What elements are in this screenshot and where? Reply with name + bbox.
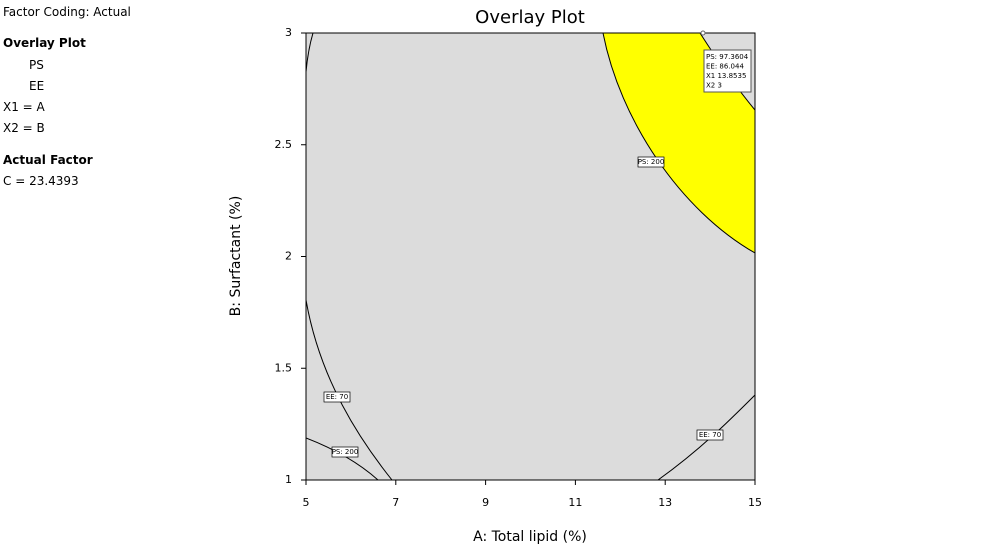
- contour-label-box: [331, 446, 359, 458]
- response: PS: [29, 57, 44, 72]
- contour-label: PS: 200: [332, 448, 359, 456]
- y-tick-label: 2.5: [275, 138, 293, 151]
- x-tick-label: 5: [303, 496, 310, 509]
- flag-box: [703, 49, 752, 93]
- contour-label: EE: 70: [326, 393, 348, 401]
- contour-label-box: [696, 429, 724, 441]
- contour: [306, 299, 393, 480]
- chart-title: Overlay Plot: [475, 7, 585, 28]
- axis-map: X2 = B: [3, 121, 45, 136]
- y-tick-label: 2: [285, 250, 292, 263]
- x-axis-label: A: Total lipid (%): [473, 529, 587, 545]
- factor: C = 23.4393: [3, 174, 79, 189]
- response: EE: [29, 78, 45, 93]
- flag-point: [700, 30, 706, 36]
- contour-label-box: [637, 156, 665, 168]
- x-tick-label: 15: [748, 496, 762, 509]
- contour-label-box: [323, 391, 351, 403]
- contour-label: EE: 70: [699, 431, 721, 439]
- flag-text: PS: 97.3604: [706, 53, 749, 61]
- y-axis-label: B: Surfactant (%): [228, 196, 244, 317]
- x-tick-label: 7: [392, 496, 399, 509]
- coding: Factor Coding: Actual: [3, 5, 131, 19]
- flag-text: X1 13.8535: [706, 72, 746, 80]
- axis-map: X1 = A: [3, 100, 45, 115]
- x-tick-label: 13: [658, 496, 672, 509]
- y-tick-label: 3: [285, 26, 292, 39]
- contour-label: PS: 200: [638, 158, 665, 166]
- side-panel: Factor Coding: Actual Overlay Plot PS EE…: [3, 4, 131, 194]
- x-tick-label: 11: [568, 496, 582, 509]
- flag-text: X2 3: [706, 82, 722, 90]
- panel-heading: Overlay Plot: [3, 36, 86, 51]
- y-tick-label: 1: [285, 473, 292, 486]
- y-tick-label: 1.5: [275, 361, 293, 374]
- panel-heading: Actual Factor: [3, 152, 93, 167]
- flag-text: EE: 86.044: [706, 63, 744, 71]
- x-tick-label: 9: [482, 496, 489, 509]
